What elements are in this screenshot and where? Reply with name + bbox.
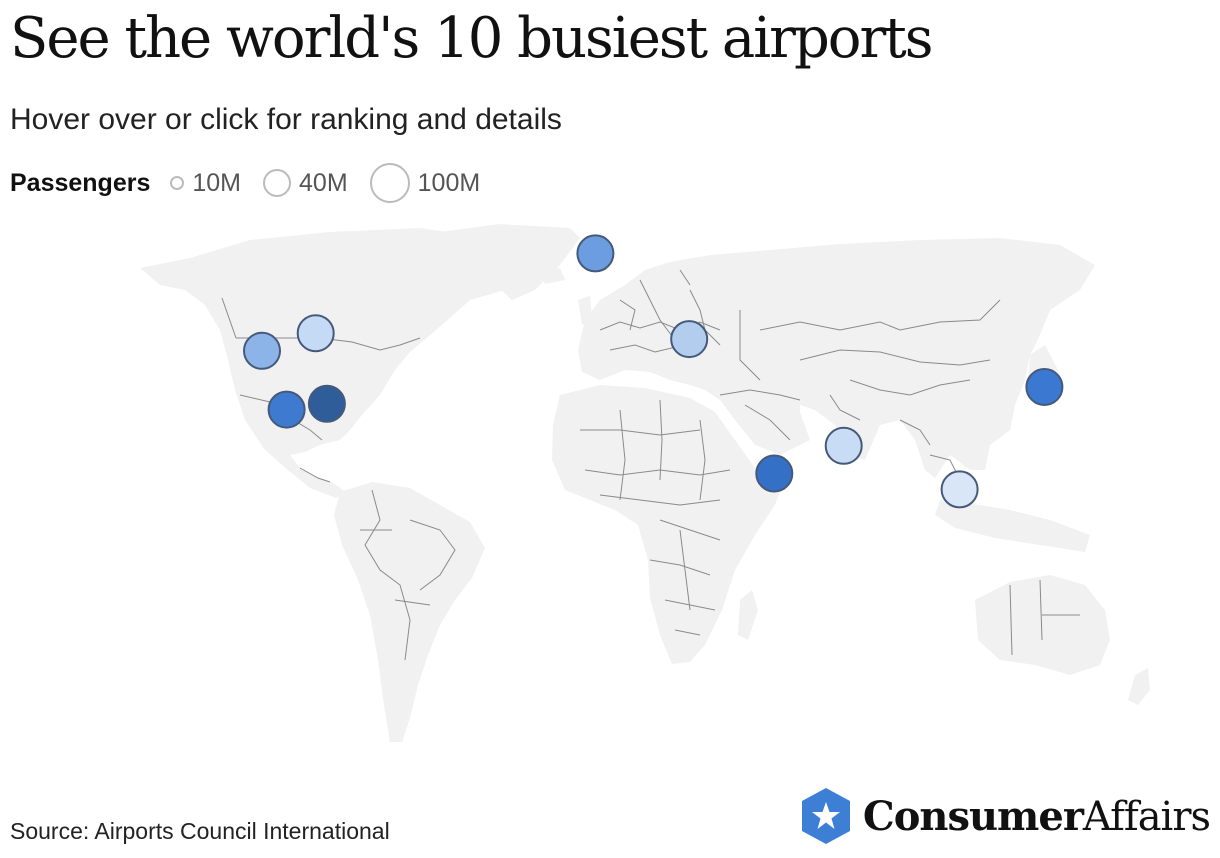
airport-marker-dallas[interactable] (267, 390, 306, 429)
legend-circle-small (170, 176, 185, 190)
legend-item-40m: 40M (263, 169, 348, 198)
world-map[interactable] (0, 215, 1220, 755)
land-masses (140, 224, 1150, 742)
consumer-affairs-logo: ConsumerAffairs (799, 786, 1211, 846)
airport-markers[interactable] (243, 234, 1064, 509)
airport-marker-atlanta[interactable] (307, 384, 346, 423)
south-america (334, 482, 485, 742)
arabian-peninsula (720, 398, 810, 455)
legend-circle-large (369, 163, 410, 203)
greenland (440, 224, 580, 300)
north-america (140, 228, 560, 498)
uk-iceland (540, 268, 592, 325)
legend-label: 10M (192, 168, 242, 197)
legend-label: 100M (417, 168, 481, 197)
legend-item-10m: 10M (170, 169, 241, 198)
legend-circle-medium (263, 169, 292, 197)
southeast-asia-islands (935, 500, 1090, 552)
source-note: Source: Airports Council International (10, 818, 390, 844)
page-title: See the world's 10 busiest airports (10, 6, 934, 71)
size-legend: Passengers 10M 40M 100M (10, 160, 502, 206)
legend-title: Passengers (10, 168, 151, 197)
country-borders (221, 269, 1080, 661)
eurasia (578, 238, 1095, 478)
airport-marker-london[interactable] (576, 234, 615, 273)
australia (975, 575, 1110, 675)
star-hexagon-icon (801, 788, 850, 844)
page-subtitle: Hover over or click for ranking and deta… (10, 103, 562, 136)
africa (552, 385, 785, 664)
airport-marker-dubai[interactable] (755, 454, 794, 493)
legend-label: 40M (299, 168, 348, 197)
airport-marker-denver[interactable] (243, 331, 281, 370)
airport-marker-chicago[interactable] (296, 314, 335, 353)
logo-wordmark: ConsumerAffairs (862, 792, 1211, 840)
madagascar (738, 590, 758, 640)
new-zealand (1128, 668, 1150, 705)
legend-item-100m: 100M (369, 163, 481, 203)
airport-marker-tokyo[interactable] (1025, 368, 1064, 406)
airport-marker-istanbul[interactable] (670, 320, 709, 359)
airport-marker-guangzhou[interactable] (940, 470, 979, 509)
airport-marker-delhi[interactable] (824, 426, 863, 465)
